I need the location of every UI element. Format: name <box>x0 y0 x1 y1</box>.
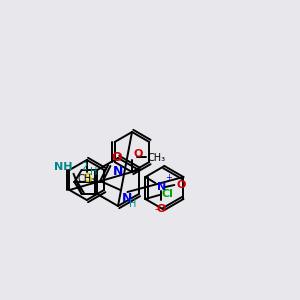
Text: O: O <box>157 204 166 214</box>
Text: 2: 2 <box>82 162 88 172</box>
Text: NH: NH <box>54 162 73 172</box>
Text: O: O <box>111 151 122 164</box>
Text: CH₃: CH₃ <box>78 174 96 184</box>
Text: H: H <box>90 167 97 177</box>
Text: -: - <box>155 204 158 214</box>
Text: S: S <box>84 172 93 185</box>
Text: N: N <box>113 165 123 178</box>
Text: N: N <box>157 182 166 192</box>
Text: CH₃: CH₃ <box>147 153 165 163</box>
Text: H: H <box>129 199 137 209</box>
Text: O: O <box>176 180 186 190</box>
Text: Cl: Cl <box>161 189 173 199</box>
Text: O: O <box>133 149 142 159</box>
Text: N: N <box>122 192 132 205</box>
Text: +: + <box>165 173 172 182</box>
